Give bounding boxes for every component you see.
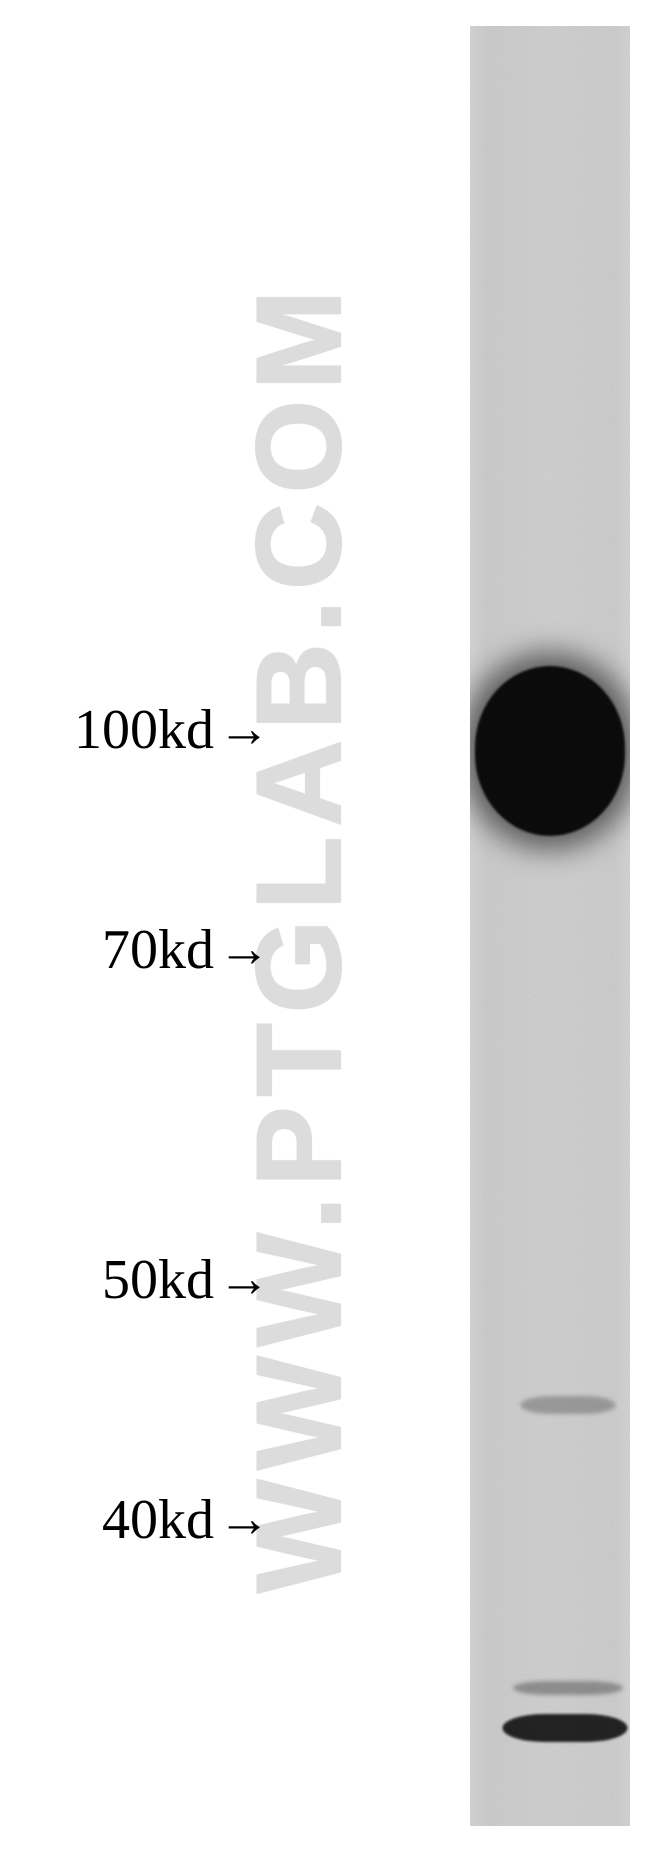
marker-text: 40kd	[102, 1489, 214, 1551]
doublet-upper	[513, 1681, 623, 1695]
film-grain	[470, 26, 630, 1826]
doublet-lower	[503, 1714, 628, 1742]
marker-text: 50kd	[102, 1249, 214, 1311]
marker-label-70kd: 70kd→	[102, 922, 270, 978]
marker-text: 100kd	[74, 699, 214, 761]
arrow-icon: →	[218, 704, 270, 756]
marker-label-40kd: 40kd→	[102, 1492, 270, 1548]
gel-lane	[470, 26, 630, 1826]
arrow-icon: →	[218, 1254, 270, 1306]
arrow-icon: →	[218, 924, 270, 976]
marker-label-50kd: 50kd→	[102, 1252, 270, 1308]
faint-band-45kd	[521, 1396, 616, 1414]
main-band-100kd	[475, 666, 625, 836]
marker-text: 70kd	[102, 919, 214, 981]
arrow-icon: →	[218, 1494, 270, 1546]
marker-label-100kd: 100kd→	[74, 702, 270, 758]
blot-container: WWW.PTGLAB.COM 100kd→ 70kd→ 50kd→ 40kd→	[0, 0, 650, 1855]
